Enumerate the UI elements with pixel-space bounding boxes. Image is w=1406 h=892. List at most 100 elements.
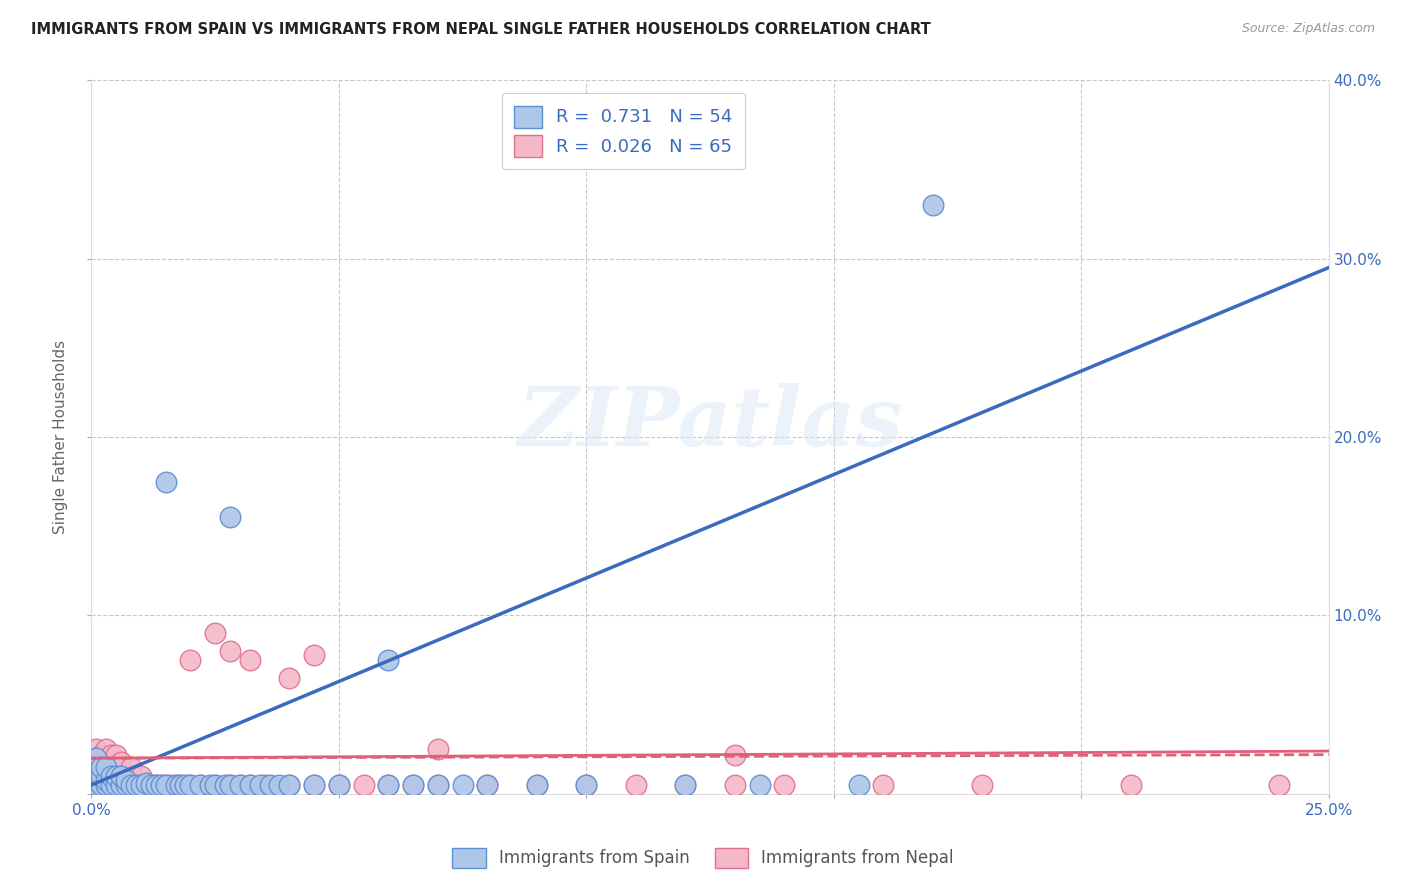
Point bbox=[402, 778, 425, 792]
Point bbox=[125, 778, 148, 792]
Point bbox=[477, 778, 499, 792]
Point bbox=[115, 778, 138, 792]
Point bbox=[673, 778, 696, 792]
Point bbox=[377, 778, 399, 792]
Point bbox=[100, 760, 122, 774]
Point bbox=[377, 778, 399, 792]
Point bbox=[90, 778, 112, 792]
Point bbox=[353, 778, 375, 792]
Point bbox=[115, 772, 138, 787]
Point bbox=[179, 778, 201, 792]
Point bbox=[526, 778, 548, 792]
Point bbox=[145, 778, 167, 792]
Point bbox=[219, 644, 242, 658]
Point bbox=[724, 747, 747, 762]
Point bbox=[204, 626, 226, 640]
Point bbox=[86, 778, 108, 792]
Point bbox=[105, 760, 128, 774]
Point bbox=[155, 778, 177, 792]
Point bbox=[139, 778, 162, 792]
Point bbox=[302, 778, 325, 792]
Point bbox=[848, 778, 870, 792]
Point bbox=[1268, 778, 1291, 792]
Point bbox=[328, 778, 350, 792]
Point bbox=[278, 778, 301, 792]
Point bbox=[426, 778, 449, 792]
Point bbox=[451, 778, 474, 792]
Point bbox=[110, 778, 132, 792]
Point bbox=[110, 755, 132, 769]
Point bbox=[96, 778, 118, 792]
Point bbox=[328, 778, 350, 792]
Point bbox=[159, 778, 181, 792]
Point bbox=[426, 742, 449, 756]
Point bbox=[169, 778, 191, 792]
Point bbox=[204, 778, 226, 792]
Legend: Immigrants from Spain, Immigrants from Nepal: Immigrants from Spain, Immigrants from N… bbox=[446, 841, 960, 875]
Point bbox=[86, 765, 108, 780]
Point bbox=[426, 778, 449, 792]
Point bbox=[204, 778, 226, 792]
Point bbox=[100, 778, 122, 792]
Point bbox=[86, 742, 108, 756]
Point bbox=[135, 778, 157, 792]
Point bbox=[155, 778, 177, 792]
Point bbox=[673, 778, 696, 792]
Point bbox=[120, 760, 142, 774]
Point bbox=[96, 772, 118, 787]
Point bbox=[86, 765, 108, 780]
Point bbox=[120, 778, 142, 792]
Point bbox=[115, 769, 138, 783]
Point bbox=[229, 778, 252, 792]
Point bbox=[402, 778, 425, 792]
Point bbox=[302, 778, 325, 792]
Point bbox=[155, 475, 177, 489]
Point bbox=[253, 778, 276, 792]
Point bbox=[575, 778, 598, 792]
Point bbox=[100, 769, 122, 783]
Point bbox=[165, 778, 187, 792]
Point bbox=[239, 778, 262, 792]
Point bbox=[115, 778, 138, 792]
Point bbox=[105, 769, 128, 783]
Point bbox=[169, 778, 191, 792]
Point bbox=[96, 772, 118, 787]
Point bbox=[179, 653, 201, 667]
Point bbox=[105, 747, 128, 762]
Point bbox=[239, 778, 262, 792]
Point bbox=[149, 778, 172, 792]
Point bbox=[90, 747, 112, 762]
Point bbox=[135, 776, 157, 790]
Text: Source: ZipAtlas.com: Source: ZipAtlas.com bbox=[1241, 22, 1375, 36]
Text: ZIPatlas: ZIPatlas bbox=[517, 383, 903, 463]
Point bbox=[872, 778, 894, 792]
Point bbox=[219, 778, 242, 792]
Point bbox=[229, 778, 252, 792]
Point bbox=[86, 755, 108, 769]
Point bbox=[96, 755, 118, 769]
Point bbox=[145, 778, 167, 792]
Point bbox=[90, 778, 112, 792]
Point bbox=[105, 769, 128, 783]
Point bbox=[100, 772, 122, 787]
Point bbox=[129, 778, 152, 792]
Point bbox=[239, 653, 262, 667]
Point bbox=[125, 778, 148, 792]
Point bbox=[174, 778, 197, 792]
Point bbox=[269, 778, 291, 792]
Point bbox=[100, 778, 122, 792]
Point bbox=[129, 769, 152, 783]
Point bbox=[105, 778, 128, 792]
Point bbox=[259, 778, 281, 792]
Point bbox=[377, 653, 399, 667]
Point bbox=[90, 760, 112, 774]
Point bbox=[219, 510, 242, 524]
Point bbox=[149, 778, 172, 792]
Point bbox=[120, 778, 142, 792]
Point bbox=[278, 671, 301, 685]
Point bbox=[86, 772, 108, 787]
Legend: R =  0.731   N = 54, R =  0.026   N = 65: R = 0.731 N = 54, R = 0.026 N = 65 bbox=[502, 93, 745, 169]
Y-axis label: Single Father Households: Single Father Households bbox=[53, 340, 69, 534]
Point bbox=[1119, 778, 1142, 792]
Text: IMMIGRANTS FROM SPAIN VS IMMIGRANTS FROM NEPAL SINGLE FATHER HOUSEHOLDS CORRELAT: IMMIGRANTS FROM SPAIN VS IMMIGRANTS FROM… bbox=[31, 22, 931, 37]
